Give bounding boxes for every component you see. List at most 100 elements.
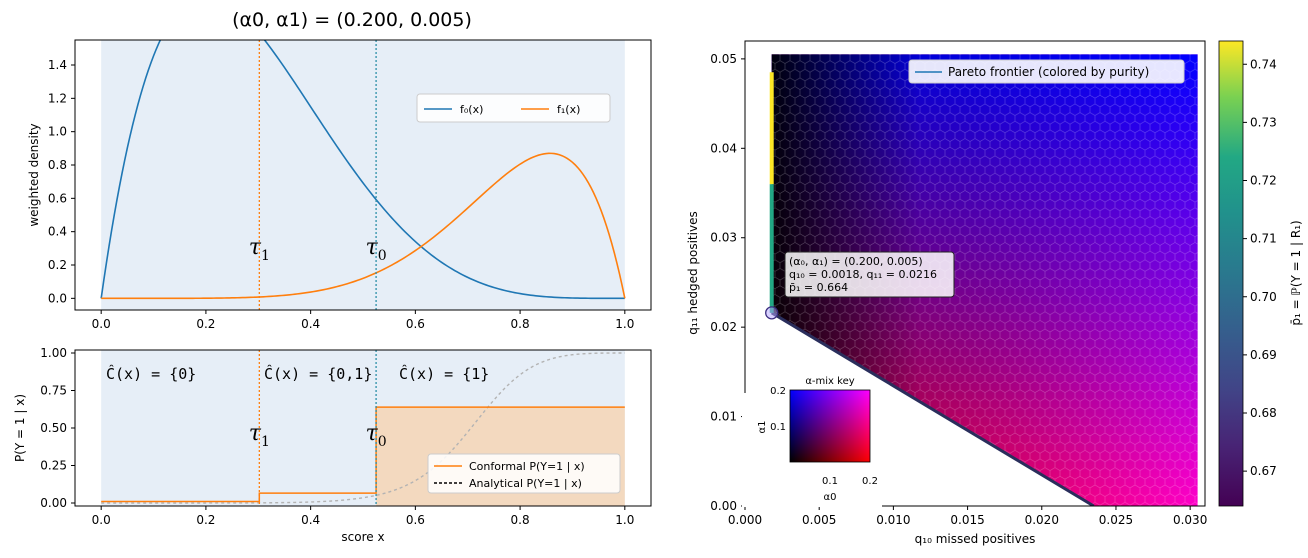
inset-ylabel: α1 bbox=[757, 421, 768, 434]
inset-title: α-mix key bbox=[805, 376, 854, 387]
density-ylabel: weighted density bbox=[27, 123, 41, 226]
annotation-line-3: p̄₁ = 0.664 bbox=[789, 281, 848, 294]
legend-pareto: Pareto frontier (colored by purity) bbox=[948, 65, 1149, 79]
tau1-label-top: τ1 bbox=[249, 235, 270, 264]
y-tick-label: 0.05 bbox=[710, 52, 737, 66]
density-legend: f₀(x) f₁(x) bbox=[416, 93, 611, 123]
inset-gradient-v bbox=[790, 390, 870, 462]
legend-conformal: Conformal P(Y=1 | x) bbox=[469, 460, 585, 473]
colorbar-tick-label: 0.69 bbox=[1250, 348, 1277, 362]
pareto-ylabel: q₁₁ hedged positives bbox=[686, 211, 700, 334]
y-tick-label: 0.03 bbox=[710, 231, 737, 245]
x-tick-label: 0.8 bbox=[511, 513, 530, 527]
x-tick-label: 0.005 bbox=[802, 513, 836, 527]
density-axes-frame bbox=[74, 39, 652, 311]
y-tick-label: 1.2 bbox=[48, 91, 67, 105]
inset-ytick-1: 0.1 bbox=[770, 422, 786, 433]
colorbar-tick-label: 0.70 bbox=[1250, 290, 1277, 304]
region-label-01: Ĉ(x) = {0,1} bbox=[264, 364, 372, 383]
selected-point bbox=[765, 306, 779, 320]
y-tick-label: 0.04 bbox=[710, 141, 737, 155]
region-label-1: Ĉ(x) = {1} bbox=[399, 364, 489, 383]
y-tick-label: 0.02 bbox=[710, 320, 737, 334]
x-tick-label: 1.0 bbox=[615, 513, 634, 527]
tau0-label-bottom: τ0 bbox=[366, 421, 387, 450]
figure-title: (α0, α1) = (0.200, 0.005) bbox=[232, 9, 472, 31]
y-tick-label: 0.50 bbox=[40, 421, 67, 435]
f1-curve bbox=[101, 152, 626, 300]
posterior-ylabel: P(Y = 1 | x) bbox=[13, 394, 27, 462]
x-tick-label: 0.0 bbox=[92, 317, 111, 331]
density-plot bbox=[100, 40, 626, 310]
inset-ytick-2: 0.2 bbox=[770, 386, 786, 397]
posterior-x-ticks: 0.0 0.2 0.4 0.6 0.8 1.0 bbox=[92, 506, 634, 527]
legend-f0: f₀(x) bbox=[460, 103, 483, 116]
y-tick-label: 0.00 bbox=[710, 499, 737, 513]
pareto-x-ticks: 0.000 0.005 0.010 0.015 0.020 0.025 0.030 bbox=[728, 506, 1207, 527]
y-tick-label: 0.2 bbox=[48, 258, 67, 272]
y-tick-label: 0.6 bbox=[48, 191, 67, 205]
alpha-mix-inset: α-mix key α0 α1 0.1 0.2 0.1 0.2 bbox=[742, 376, 882, 507]
x-tick-label: 0.2 bbox=[196, 317, 215, 331]
x-tick-label: 0.6 bbox=[406, 513, 425, 527]
x-tick-label: 0.0 bbox=[92, 513, 111, 527]
annotation-line-2: q₁₀ = 0.0018, q₁₁ = 0.0216 bbox=[789, 268, 937, 281]
colorbar-label: p̄₁ = ℙ(Y = 1 | R₁) bbox=[1289, 220, 1303, 325]
pareto-xlabel: q₁₀ missed positives bbox=[915, 532, 1036, 546]
f0-curve bbox=[100, 40, 625, 300]
tau0-label-top: τ0 bbox=[366, 235, 387, 264]
x-tick-label: 1.0 bbox=[615, 317, 634, 331]
region-label-0: Ĉ(x) = {0} bbox=[106, 364, 196, 383]
colorbar-tick-label: 0.67 bbox=[1250, 464, 1277, 478]
legend-analytical: Analytical P(Y=1 | x) bbox=[469, 477, 582, 490]
inset-xlabel: α0 bbox=[824, 492, 837, 503]
bottom-region-0 bbox=[101, 350, 260, 506]
posterior-y-ticks: 0.00 0.25 0.50 0.75 1.00 bbox=[40, 346, 75, 510]
region-reject bbox=[101, 40, 625, 310]
y-tick-label: 0.25 bbox=[40, 459, 67, 473]
x-tick-label: 0.020 bbox=[1025, 513, 1059, 527]
y-tick-label: 0.8 bbox=[48, 158, 67, 172]
density-y-ticks: 0.0 0.2 0.4 0.6 0.8 1.0 1.2 1.4 bbox=[48, 58, 75, 305]
conformal-step bbox=[101, 406, 625, 503]
colorbar-tick-label: 0.71 bbox=[1250, 232, 1277, 246]
x-tick-label: 0.4 bbox=[301, 513, 320, 527]
x-tick-label: 0.8 bbox=[511, 317, 530, 331]
pareto-plot bbox=[765, 54, 1198, 506]
tau1-label-bottom: τ1 bbox=[249, 421, 270, 450]
x-tick-label: 0.2 bbox=[196, 513, 215, 527]
x-tick-label: 0.4 bbox=[301, 317, 320, 331]
inset-xtick-2: 0.2 bbox=[862, 476, 878, 487]
posterior-xlabel: score x bbox=[341, 530, 384, 544]
colorbar-tick-label: 0.72 bbox=[1250, 174, 1277, 188]
heat-hex-grid bbox=[771, 54, 1198, 506]
colorbar-tick-label: 0.74 bbox=[1250, 57, 1277, 71]
colorbar-tick-label: 0.68 bbox=[1250, 406, 1277, 420]
colorbar-ticks: 0.67 0.68 0.69 0.70 0.71 0.72 0.73 0.74 bbox=[1243, 57, 1277, 478]
point-annotation: (α₀, α₁) = (0.200, 0.005) q₁₀ = 0.0018, … bbox=[784, 251, 955, 298]
y-tick-label: 1.00 bbox=[40, 346, 67, 360]
colorbar bbox=[1218, 40, 1244, 507]
pareto-y-ticks: 0.00 0.01 0.02 0.03 0.04 0.05 bbox=[710, 52, 745, 513]
x-tick-label: 0.030 bbox=[1173, 513, 1207, 527]
density-x-ticks: 0.0 0.2 0.4 0.6 0.8 1.0 bbox=[92, 310, 634, 331]
y-tick-label: 0.00 bbox=[40, 496, 67, 510]
annotation-line-1: (α₀, α₁) = (0.200, 0.005) bbox=[789, 255, 923, 268]
y-tick-label: 0.4 bbox=[48, 225, 67, 239]
y-tick-label: 0.01 bbox=[710, 410, 737, 424]
posterior-legend: Conformal P(Y=1 | x) Analytical P(Y=1 | … bbox=[427, 453, 621, 494]
inset-frame bbox=[789, 389, 871, 463]
pareto-legend: Pareto frontier (colored by purity) bbox=[908, 59, 1185, 84]
x-tick-label: 0.025 bbox=[1099, 513, 1133, 527]
bottom-region-01 bbox=[259, 350, 377, 506]
pareto-axes-frame bbox=[744, 40, 1206, 507]
pareto-diagonal bbox=[770, 311, 1095, 506]
y-tick-label: 1.0 bbox=[48, 125, 67, 139]
legend-f1: f₁(x) bbox=[557, 103, 580, 116]
x-tick-label: 0.015 bbox=[950, 513, 984, 527]
x-tick-label: 0.6 bbox=[406, 317, 425, 331]
x-tick-label: 0.010 bbox=[876, 513, 910, 527]
y-tick-label: 0.0 bbox=[48, 291, 67, 305]
colorbar-tick-label: 0.73 bbox=[1250, 115, 1277, 129]
